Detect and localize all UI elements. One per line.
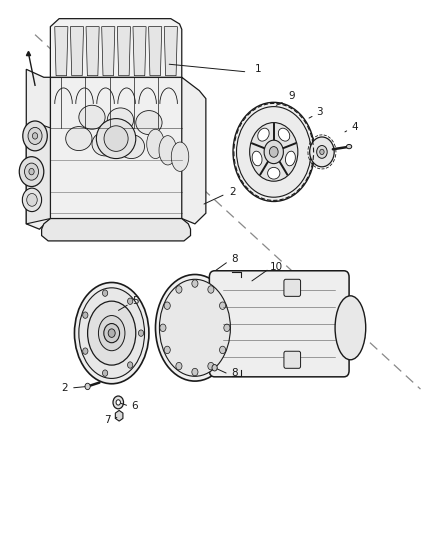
Ellipse shape <box>346 144 352 149</box>
Circle shape <box>108 329 115 337</box>
Circle shape <box>19 157 44 187</box>
Circle shape <box>317 146 327 158</box>
Circle shape <box>83 312 88 318</box>
Circle shape <box>85 383 90 390</box>
Circle shape <box>208 286 214 293</box>
Ellipse shape <box>252 151 262 166</box>
Circle shape <box>29 168 34 175</box>
Polygon shape <box>26 123 50 224</box>
Circle shape <box>102 370 108 376</box>
Ellipse shape <box>286 151 295 166</box>
Text: 7: 7 <box>104 415 111 425</box>
Polygon shape <box>50 19 182 77</box>
Circle shape <box>219 346 226 354</box>
Circle shape <box>269 147 278 157</box>
Ellipse shape <box>79 106 105 130</box>
Ellipse shape <box>96 118 136 159</box>
Circle shape <box>192 368 198 376</box>
Polygon shape <box>71 27 84 76</box>
Text: 5: 5 <box>132 296 139 306</box>
Text: 9: 9 <box>288 91 295 101</box>
Ellipse shape <box>159 136 177 165</box>
Polygon shape <box>86 27 99 76</box>
Circle shape <box>160 324 166 332</box>
Text: 2: 2 <box>229 187 236 197</box>
Text: 1: 1 <box>255 64 262 74</box>
Polygon shape <box>148 27 162 76</box>
Ellipse shape <box>88 301 136 365</box>
Circle shape <box>127 298 133 304</box>
Polygon shape <box>115 410 123 421</box>
Ellipse shape <box>104 126 128 151</box>
Ellipse shape <box>258 128 269 141</box>
Circle shape <box>212 365 217 371</box>
Circle shape <box>264 140 283 164</box>
Ellipse shape <box>107 108 134 132</box>
Ellipse shape <box>74 282 149 384</box>
Text: 8: 8 <box>231 254 238 263</box>
Circle shape <box>164 302 170 309</box>
Polygon shape <box>117 27 131 76</box>
Circle shape <box>250 123 298 181</box>
Ellipse shape <box>118 134 145 159</box>
Circle shape <box>28 127 42 144</box>
Circle shape <box>23 121 47 151</box>
Circle shape <box>27 193 37 206</box>
Ellipse shape <box>159 279 230 376</box>
Circle shape <box>25 163 39 180</box>
Polygon shape <box>50 77 182 219</box>
Circle shape <box>138 330 144 336</box>
Circle shape <box>32 133 38 139</box>
Ellipse shape <box>268 167 280 179</box>
Polygon shape <box>102 27 115 76</box>
Circle shape <box>176 362 182 370</box>
Circle shape <box>310 137 334 167</box>
Ellipse shape <box>99 316 125 351</box>
Circle shape <box>102 290 108 296</box>
Circle shape <box>219 302 226 309</box>
Text: 4: 4 <box>351 122 358 132</box>
FancyBboxPatch shape <box>284 279 300 296</box>
Circle shape <box>104 324 120 343</box>
Circle shape <box>233 102 314 201</box>
Circle shape <box>237 107 311 197</box>
Ellipse shape <box>147 130 164 159</box>
Polygon shape <box>164 27 177 76</box>
Circle shape <box>164 346 170 354</box>
Ellipse shape <box>136 110 162 134</box>
Circle shape <box>176 286 182 293</box>
Text: 2: 2 <box>61 383 68 393</box>
Ellipse shape <box>278 128 290 141</box>
Ellipse shape <box>335 296 366 360</box>
Circle shape <box>113 396 124 409</box>
Ellipse shape <box>66 126 92 150</box>
FancyBboxPatch shape <box>284 351 300 368</box>
FancyBboxPatch shape <box>209 271 349 377</box>
Circle shape <box>22 188 42 212</box>
Circle shape <box>192 280 198 287</box>
Text: 8: 8 <box>231 368 238 378</box>
Circle shape <box>83 348 88 354</box>
Ellipse shape <box>171 142 189 172</box>
Polygon shape <box>182 77 206 224</box>
Polygon shape <box>42 219 191 241</box>
Text: 6: 6 <box>131 401 138 411</box>
Polygon shape <box>133 27 146 76</box>
Ellipse shape <box>92 132 118 156</box>
Circle shape <box>224 324 230 332</box>
Polygon shape <box>26 69 50 229</box>
Circle shape <box>116 400 120 405</box>
Polygon shape <box>55 27 68 76</box>
Text: 10: 10 <box>269 262 283 271</box>
Ellipse shape <box>79 288 145 378</box>
Circle shape <box>208 362 214 370</box>
Circle shape <box>127 362 133 368</box>
Text: 3: 3 <box>316 107 323 117</box>
Ellipse shape <box>155 274 234 381</box>
Circle shape <box>320 149 324 155</box>
